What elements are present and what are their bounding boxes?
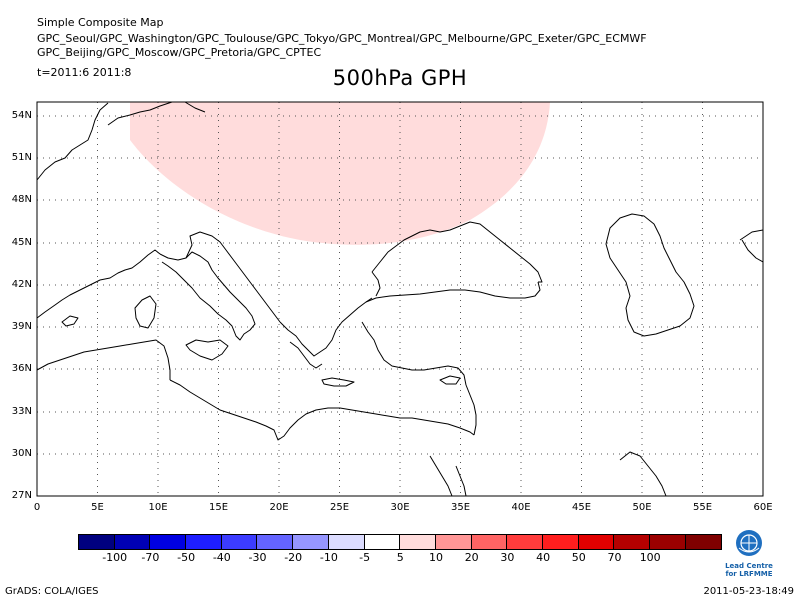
colorbar-swatch xyxy=(542,535,579,549)
lat-label: 27N xyxy=(11,490,32,501)
lat-label: 51N xyxy=(11,152,32,163)
colorbar-label: -10 xyxy=(319,551,338,564)
logo-line1: Lead Centre xyxy=(725,562,773,570)
map-grid xyxy=(37,102,763,496)
colorbar-swatch xyxy=(257,535,294,549)
model-list-line1: GPC_Seoul/GPC_Washington/GPC_Toulouse/GP… xyxy=(37,32,647,45)
wmo-emblem-icon xyxy=(736,530,762,556)
colorbar-swatch xyxy=(507,535,543,549)
lat-label: 42N xyxy=(11,279,32,290)
colorbar xyxy=(78,534,723,550)
colorbar-swatch xyxy=(578,535,615,549)
colorbar-label: -40 xyxy=(212,551,231,564)
colorbar-swatch xyxy=(150,535,187,549)
lon-label: 25E xyxy=(329,502,350,513)
lon-label: 30E xyxy=(390,502,410,513)
colorbar-swatch xyxy=(328,535,365,549)
colorbar-swatch xyxy=(614,535,650,549)
colorbar-label: 40 xyxy=(536,551,551,564)
colorbar-swatch xyxy=(471,535,508,549)
colorbar-label: -30 xyxy=(248,551,267,564)
lon-label: 50E xyxy=(632,502,652,513)
colorbar-label: 20 xyxy=(464,551,479,564)
colorbar-label: 10 xyxy=(429,551,443,564)
lat-label: 45N xyxy=(11,237,32,248)
lon-label: 0 xyxy=(33,502,41,513)
lon-label: 40E xyxy=(511,502,531,513)
lon-label: 20E xyxy=(269,502,289,513)
lon-label: 45E xyxy=(571,502,592,513)
colorbar-label: 50 xyxy=(571,551,586,564)
lead-centre-logo: Lead Centre for LRFMME xyxy=(722,528,776,584)
colorbar-swatch xyxy=(400,535,436,549)
colorbar-label: -5 xyxy=(359,551,371,564)
positive-anomaly-region xyxy=(130,102,550,245)
colorbar-label: 70 xyxy=(607,551,622,564)
colorbar-swatch xyxy=(364,535,401,549)
colorbar-label: -100 xyxy=(102,551,128,564)
colorbar-swatch xyxy=(685,535,722,549)
lat-label: 39N xyxy=(11,321,32,332)
coastlines xyxy=(36,101,764,497)
model-list-line2: GPC_Beijing/GPC_Moscow/GPC_Pretoria/GPC_… xyxy=(37,46,322,59)
lat-label: 33N xyxy=(11,406,32,417)
colorbar-swatch xyxy=(114,535,151,549)
colorbar-swatch xyxy=(221,535,258,549)
colorbar-label: -50 xyxy=(177,551,196,564)
software-credit: GrADS: COLA/IGES xyxy=(5,586,99,597)
map-subtitle: Simple Composite Map xyxy=(37,16,164,29)
colorbar-label: 30 xyxy=(500,551,515,564)
lat-label: 48N xyxy=(11,194,32,205)
colorbar-swatch xyxy=(435,535,472,549)
logo-line2: for LRFMME xyxy=(725,570,773,578)
lat-label: 54N xyxy=(11,110,32,121)
colorbar-swatch xyxy=(293,535,329,549)
time-range: t=2011:6 2011:8 xyxy=(37,66,132,79)
map-frame xyxy=(36,101,764,497)
colorbar-label: -20 xyxy=(284,551,303,564)
colorbar-label: 5 xyxy=(396,551,404,564)
lon-label: 35E xyxy=(450,502,471,513)
colorbar-swatch xyxy=(186,535,222,549)
lat-label: 30N xyxy=(11,448,32,459)
colorbar-label: 100 xyxy=(639,551,661,564)
colorbar-label: -70 xyxy=(141,551,160,564)
lon-label: 5E xyxy=(91,502,104,513)
colorbar-swatch xyxy=(650,535,686,549)
timestamp: 2011-05-23-18:49 xyxy=(703,586,794,597)
colorbar-swatch xyxy=(79,535,115,549)
lon-label: 60E xyxy=(753,502,773,513)
lon-label: 15E xyxy=(208,502,229,513)
map-title: 500hPa GPH xyxy=(332,66,468,90)
lat-label: 36N xyxy=(11,363,32,374)
lon-label: 55E xyxy=(692,502,713,513)
lon-label: 10E xyxy=(148,502,168,513)
